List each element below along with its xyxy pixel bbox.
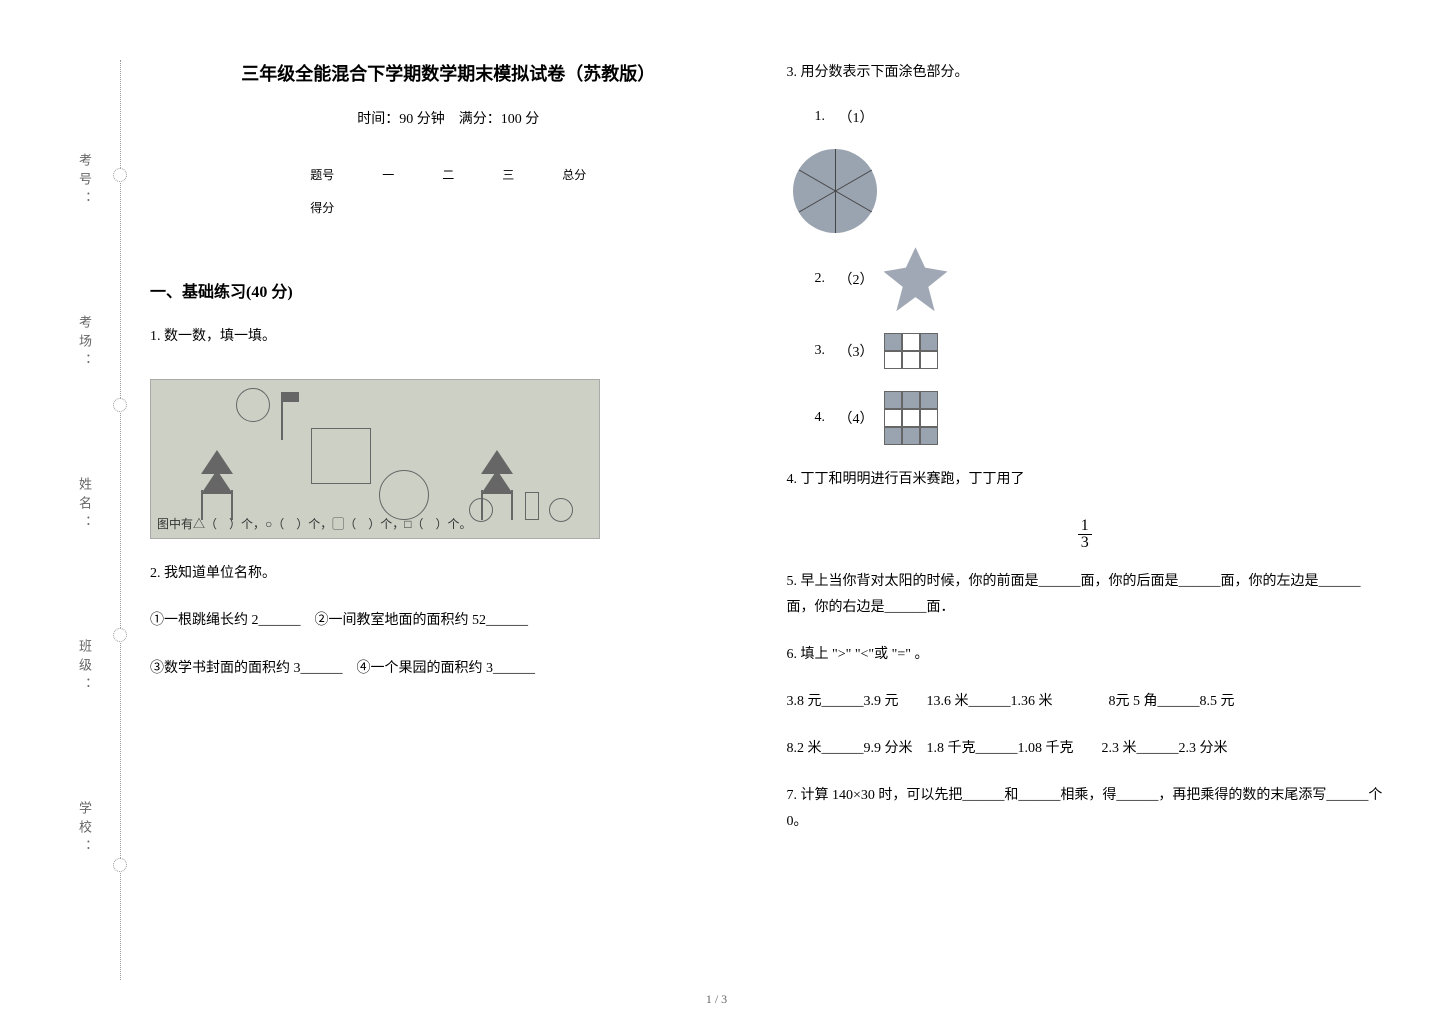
q3-item-text: （2）	[839, 269, 874, 289]
scene-triangle-icon	[201, 470, 233, 494]
q3-item-text: （4）	[839, 408, 874, 428]
cut-mark	[113, 398, 127, 412]
scene-circle-icon	[236, 388, 270, 422]
scene-flag-icon	[281, 392, 283, 440]
scene-circle-icon	[469, 498, 493, 522]
q3-grid-icon	[884, 333, 938, 369]
td-one	[358, 191, 418, 224]
q6-row-1: 3.8 元______3.9 元 13.6 米______1.36 米 8元 5…	[787, 689, 1384, 714]
table-row: 得分	[286, 191, 610, 224]
vlabel-exam-id: 考号：	[75, 153, 94, 210]
grid-cell	[884, 333, 902, 351]
scene-square-icon	[525, 492, 539, 520]
q1-caption: 图中有△（ ）个，○（ ）个，▢（ ）个，□（ ）个。	[157, 515, 472, 532]
q3-item-text: （3）	[839, 341, 874, 361]
fraction-numerator: 1	[1078, 518, 1092, 535]
q3-item-3: 3. （3）	[815, 333, 1384, 369]
cut-marks	[113, 60, 127, 980]
cut-mark	[113, 628, 127, 642]
vlabel-name: 姓名：	[75, 477, 94, 534]
scene-triangle-icon	[481, 470, 513, 494]
th-two: 二	[418, 158, 478, 191]
grid-cell	[920, 391, 938, 409]
scene-pole-icon	[511, 490, 513, 520]
q7-prompt: 7. 计算 140×30 时，可以先把______和______相乘，得____…	[787, 783, 1384, 833]
q3-item-label: 1.	[815, 109, 829, 125]
th-three: 三	[478, 158, 538, 191]
page-subtitle: 时间：90 分钟 满分：100 分	[150, 108, 747, 128]
table-row: 题号 一 二 三 总分	[286, 158, 610, 191]
section-1-header: 一、基础练习(40 分)	[150, 278, 747, 302]
page-number: 1 / 3	[706, 992, 727, 1007]
grid-cell	[902, 409, 920, 427]
td-label: 得分	[286, 191, 358, 224]
grid-cell	[920, 409, 938, 427]
th-one: 一	[358, 158, 418, 191]
grid-cell	[920, 427, 938, 445]
vlabel-school: 学校：	[75, 801, 94, 858]
cut-mark	[113, 168, 127, 182]
grid-cell	[884, 409, 902, 427]
q3-item-label: 3.	[815, 343, 829, 359]
td-total	[538, 191, 610, 224]
grid-cell	[884, 391, 902, 409]
q4-fraction: 1 3	[787, 518, 1384, 551]
right-column: 3. 用分数表示下面涂色部分。 1. （1） 2. （2） 3. （3）	[787, 60, 1384, 991]
q3-item-label: 2.	[815, 271, 829, 287]
td-two	[418, 191, 478, 224]
q3-star-icon	[884, 247, 948, 311]
q3-prompt: 3. 用分数表示下面涂色部分。	[787, 60, 1384, 85]
cut-mark	[113, 858, 127, 872]
page-title: 三年级全能混合下学期数学期末模拟试卷（苏教版）	[150, 60, 747, 86]
scene-circle-icon	[379, 470, 429, 520]
q3-item-text: （1）	[839, 107, 874, 127]
vlabel-class: 班级：	[75, 639, 94, 696]
left-column: 三年级全能混合下学期数学期末模拟试卷（苏教版） 时间：90 分钟 满分：100 …	[150, 60, 747, 991]
scene-circle-icon	[549, 498, 573, 522]
q1-prompt: 1. 数一数，填一填。	[150, 324, 747, 349]
scene-square-icon	[311, 428, 371, 484]
q3-grid-icon	[884, 391, 938, 445]
grid-cell	[884, 351, 902, 369]
grid-cell	[920, 351, 938, 369]
q3-item-2: 2. （2）	[815, 247, 1384, 311]
q1-scene-image: 图中有△（ ）个，○（ ）个，▢（ ）个，□（ ）个。	[150, 379, 600, 539]
th-label: 题号	[286, 158, 358, 191]
grid-cell	[920, 333, 938, 351]
vlabel-room: 考场：	[75, 315, 94, 372]
grid-cell	[902, 427, 920, 445]
q3-item-4: 4. （4）	[815, 391, 1384, 445]
q2-line-1: ①一根跳绳长约 2______ ②一间教室地面的面积约 52______	[150, 608, 747, 633]
q4-prompt: 4. 丁丁和明明进行百米赛跑，丁丁用了	[787, 467, 1384, 492]
th-total: 总分	[538, 158, 610, 191]
q2-line-2: ③数学书封面的面积约 3______ ④一个果园的面积约 3______	[150, 656, 747, 681]
q2-prompt: 2. 我知道单位名称。	[150, 561, 747, 586]
td-three	[478, 191, 538, 224]
grid-cell	[902, 351, 920, 369]
grid-cell	[902, 333, 920, 351]
q6-row-2: 8.2 米______9.9 分米 1.8 千克______1.08 千克 2.…	[787, 736, 1384, 761]
fraction-denominator: 3	[1078, 535, 1092, 551]
grid-cell	[902, 391, 920, 409]
q6-prompt: 6. 填上 ">" "<"或 "=" 。	[787, 642, 1384, 667]
q3-item-label: 4.	[815, 410, 829, 426]
score-table: 题号 一 二 三 总分 得分	[286, 158, 610, 224]
q3-pie-icon	[793, 149, 877, 233]
grid-cell	[884, 427, 902, 445]
q3-item-1: 1. （1）	[815, 107, 1384, 127]
q5-prompt: 5. 早上当你背对太阳的时候，你的前面是______面，你的后面是______面…	[787, 569, 1384, 619]
